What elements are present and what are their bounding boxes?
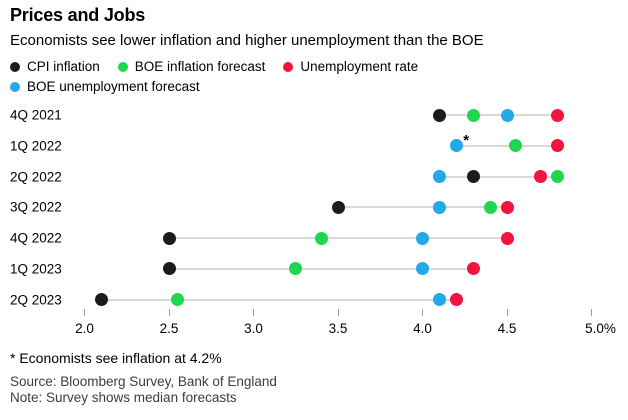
dot-cpi [466, 170, 480, 183]
x-axis-tick [337, 309, 339, 316]
chart-subtitle: Economists see lower inflation and highe… [10, 32, 484, 49]
category-label: 2Q 2023 [10, 292, 62, 307]
dot-unemployment [449, 293, 463, 306]
x-axis-tick [84, 309, 85, 316]
dot-boe_inflation [508, 139, 522, 153]
dot-unemployment [551, 108, 565, 122]
x-axis-tick-label: 3.0 [244, 321, 263, 336]
x-axis-tick-label: 4.0 [413, 321, 432, 336]
row-connector [456, 144, 558, 147]
footnote: * Economists see inflation at 4.2% [10, 350, 222, 366]
source-line: Source: Bloomberg Survey, Bank of Englan… [10, 374, 277, 389]
row-connector [169, 267, 474, 270]
legend: CPI inflation BOE inflation forecast Unemp… [10, 57, 620, 96]
dot-unemployment [551, 139, 565, 153]
category-label: 1Q 2023 [10, 261, 62, 277]
x-axis-tick [506, 309, 508, 316]
x-axis-tick-label: 3.5 [328, 321, 348, 336]
legend-item-boe_inflation: BOE inflation forecast [117, 57, 266, 76]
dot-boe_unemployment [432, 170, 446, 183]
dot-boe_unemployment [500, 108, 514, 122]
x-axis-tick [422, 309, 423, 316]
row-connector [439, 175, 558, 178]
dot-cpi [162, 262, 176, 276]
asterisk-marker: * [463, 131, 470, 149]
dot-boe_inflation [483, 200, 497, 214]
dot-boe_inflation [289, 262, 303, 276]
boe_inflation-legend-dot-icon [117, 61, 128, 72]
dot-boe_inflation [314, 231, 328, 245]
x-axis-tick-label: 4.5 [497, 321, 517, 336]
dot-cpi [162, 231, 176, 245]
dot-unemployment [500, 231, 514, 245]
dot-cpi [94, 293, 108, 306]
category-label: 4Q 2021 [10, 107, 62, 123]
x-axis-tick [253, 309, 254, 316]
dot-boe_inflation [170, 293, 184, 306]
legend-label-unemployment: Unemployment rate [300, 59, 419, 74]
category-label: 2Q 2022 [10, 169, 62, 184]
dot-boe_unemployment [449, 139, 463, 153]
row-connector [169, 237, 507, 239]
dot-boe_unemployment [432, 293, 446, 306]
dot-boe_unemployment [432, 200, 446, 214]
chart-title: Prices and Jobs [10, 5, 146, 25]
legend-label-boe_unemployment: BOE unemployment forecast [27, 79, 200, 94]
category-label: 1Q 2022 [10, 138, 62, 154]
dot-boe_unemployment [416, 231, 429, 245]
dot-boe_inflation [551, 170, 565, 183]
x-axis-tick [168, 309, 170, 316]
row-connector [338, 206, 507, 209]
dot-cpi [432, 108, 446, 122]
dot-unemployment [500, 200, 514, 214]
dot-boe_unemployment [416, 262, 429, 276]
category-label: 3Q 2022 [10, 199, 62, 215]
legend-label-boe_inflation: BOE inflation forecast [134, 59, 266, 74]
row-connector [439, 114, 558, 116]
unemployment-legend-dot-icon [283, 61, 294, 72]
dot-unemployment [466, 262, 480, 276]
legend-item-unemployment: Unemployment rate [283, 57, 418, 76]
x-axis-tick-label: 2.0 [75, 321, 94, 336]
x-axis-tick [591, 309, 592, 316]
legend-label-cpi: CPI inflation [27, 59, 100, 74]
boe_unemployment-legend-dot-icon [10, 81, 20, 92]
x-axis-tick-label: 5.0% [585, 321, 616, 336]
dot-boe_inflation [466, 108, 480, 122]
legend-item-cpi: CPI inflation [10, 57, 100, 76]
note-line: Note: Survey shows median forecasts [10, 390, 237, 405]
row-connector [101, 298, 457, 301]
legend-item-boe_unemployment: BOE unemployment forecast [10, 77, 200, 96]
dot-unemployment [534, 170, 548, 183]
cpi-legend-dot-icon [10, 61, 20, 72]
category-label: 4Q 2022 [10, 230, 62, 246]
x-axis-tick-label: 2.5 [159, 321, 179, 336]
dot-cpi [331, 200, 345, 214]
